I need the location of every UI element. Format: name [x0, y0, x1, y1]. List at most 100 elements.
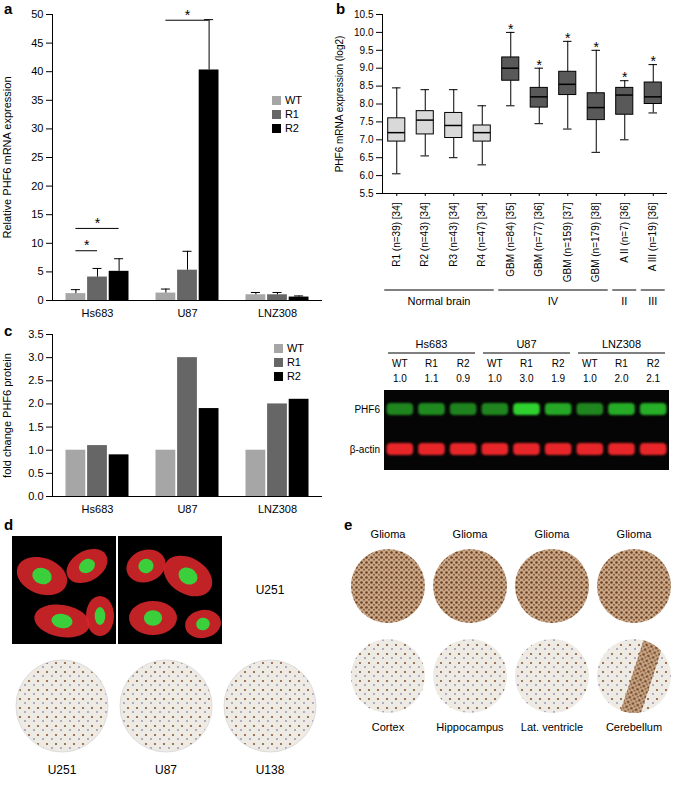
svg-text:III: III [648, 295, 657, 307]
svg-text:WT: WT [487, 358, 503, 369]
html-text:R2: R2 [284, 122, 299, 134]
svg-text:Hs683: Hs683 [82, 307, 114, 319]
svg-text:U251: U251 [48, 763, 77, 777]
svg-text:*: * [594, 39, 600, 55]
svg-text:R2: R2 [457, 358, 470, 369]
svg-text:A II (n=7) [36]: A II (n=7) [36] [619, 202, 630, 263]
svg-text:1.0: 1.0 [28, 444, 43, 456]
svg-text:30: 30 [31, 122, 43, 134]
svg-text:LNZ308: LNZ308 [602, 338, 641, 350]
svg-text:β-actin: β-actin [350, 444, 380, 455]
svg-text:Glioma: Glioma [617, 528, 653, 540]
svg-text:R3 (n=43) [34]: R3 (n=43) [34] [448, 202, 459, 266]
svg-text:25: 25 [31, 151, 43, 163]
svg-text:A III (n=19) [36]: A III (n=19) [36] [647, 202, 658, 271]
svg-text:1.0: 1.0 [583, 373, 597, 384]
svg-text:10: 10 [31, 237, 43, 249]
svg-text:7.0: 7.0 [360, 134, 374, 145]
svg-text:WT: WT [582, 358, 598, 369]
svg-text:Relative PHF6 mRNA expression: Relative PHF6 mRNA expression [1, 76, 13, 238]
svg-text:3.0: 3.0 [28, 351, 43, 363]
svg-text:0.0: 0.0 [28, 490, 43, 502]
svg-text:2.5: 2.5 [28, 374, 43, 386]
svg-text:U87: U87 [516, 338, 536, 350]
svg-text:PHF6 mRNA expression (log2): PHF6 mRNA expression (log2) [334, 36, 345, 173]
svg-text:7.5: 7.5 [360, 116, 374, 127]
svg-text:35: 35 [31, 94, 43, 106]
html-text:R1: R1 [284, 108, 299, 120]
svg-text:U87: U87 [155, 763, 177, 777]
svg-text:GBM (n=77) [36]: GBM (n=77) [36] [533, 202, 544, 276]
svg-text:R1 (n=39) [34]: R1 (n=39) [34] [391, 202, 402, 266]
svg-text:1.1: 1.1 [425, 373, 439, 384]
svg-text:GBM (n=159) [37]: GBM (n=159) [37] [562, 202, 573, 282]
svg-text:R2: R2 [647, 358, 660, 369]
svg-text:*: * [84, 237, 90, 253]
svg-text:Lat. ventricle: Lat. ventricle [521, 721, 583, 733]
svg-text:5: 5 [37, 265, 43, 277]
svg-text:WT: WT [392, 358, 408, 369]
svg-text:R2: R2 [552, 358, 565, 369]
svg-text:Cerebellum: Cerebellum [606, 721, 662, 733]
svg-text:IV: IV [548, 295, 559, 307]
svg-text:3.5: 3.5 [28, 328, 43, 340]
svg-text:20: 20 [31, 180, 43, 192]
svg-text:45: 45 [31, 37, 43, 49]
svg-text:1.0: 1.0 [488, 373, 502, 384]
svg-text:U138: U138 [256, 763, 285, 777]
svg-text:1.5: 1.5 [28, 421, 43, 433]
html-text:WT: WT [284, 94, 302, 106]
svg-text:II: II [621, 295, 627, 307]
svg-text:0.9: 0.9 [456, 373, 470, 384]
svg-text:9.0: 9.0 [360, 62, 374, 73]
svg-text:Hs683: Hs683 [416, 338, 448, 350]
svg-text:fold change PHF6 protein: fold change PHF6 protein [1, 353, 13, 478]
svg-text:8.5: 8.5 [360, 80, 374, 91]
svg-text:R2 (n=43) [34]: R2 (n=43) [34] [419, 202, 430, 266]
svg-text:*: * [185, 7, 191, 23]
svg-text:Normal brain: Normal brain [408, 295, 471, 307]
svg-text:GBM (n=84) [35]: GBM (n=84) [35] [505, 202, 516, 276]
svg-text:Glioma: Glioma [371, 528, 407, 540]
svg-text:U251: U251 [256, 583, 285, 597]
svg-text:5.5: 5.5 [360, 188, 374, 199]
svg-text:*: * [508, 21, 514, 37]
svg-text:15: 15 [31, 208, 43, 220]
svg-text:1.0: 1.0 [393, 373, 407, 384]
svg-text:R1: R1 [425, 358, 438, 369]
svg-text:0.5: 0.5 [28, 467, 43, 479]
svg-text:2.0: 2.0 [615, 373, 629, 384]
svg-text:2.1: 2.1 [646, 373, 660, 384]
svg-text:U87: U87 [177, 307, 197, 319]
svg-text:8.0: 8.0 [360, 98, 374, 109]
svg-text:Hippocampus: Hippocampus [436, 721, 504, 733]
svg-text:R1: R1 [520, 358, 533, 369]
svg-text:Glioma: Glioma [535, 528, 571, 540]
svg-text:1.9: 1.9 [551, 373, 565, 384]
svg-text:*: * [565, 30, 571, 46]
svg-text:9.5: 9.5 [360, 45, 374, 56]
svg-text:Hs683: Hs683 [82, 503, 114, 515]
svg-text:6.0: 6.0 [360, 170, 374, 181]
svg-text:0: 0 [37, 294, 43, 306]
svg-text:*: * [651, 53, 657, 69]
svg-text:U87: U87 [177, 503, 197, 515]
svg-text:*: * [622, 69, 628, 85]
svg-text:40: 40 [31, 65, 43, 77]
svg-text:50: 50 [31, 8, 43, 20]
svg-text:Cortex: Cortex [372, 721, 405, 733]
svg-text:LNZ308: LNZ308 [258, 307, 297, 319]
svg-text:R1: R1 [615, 358, 628, 369]
svg-text:10.5: 10.5 [354, 9, 374, 20]
svg-text:10.0: 10.0 [354, 27, 374, 38]
svg-text:6.5: 6.5 [360, 152, 374, 163]
svg-text:3.0: 3.0 [520, 373, 534, 384]
svg-text:2.0: 2.0 [28, 397, 43, 409]
svg-text:LNZ308: LNZ308 [258, 503, 297, 515]
svg-text:*: * [537, 57, 543, 73]
svg-text:Glioma: Glioma [453, 528, 489, 540]
svg-text:R4 (n=47) [34]: R4 (n=47) [34] [476, 202, 487, 266]
svg-text:GBM (n=179) [38]: GBM (n=179) [38] [590, 202, 601, 282]
svg-text:*: * [95, 215, 101, 231]
svg-text:PHF6: PHF6 [354, 404, 380, 415]
